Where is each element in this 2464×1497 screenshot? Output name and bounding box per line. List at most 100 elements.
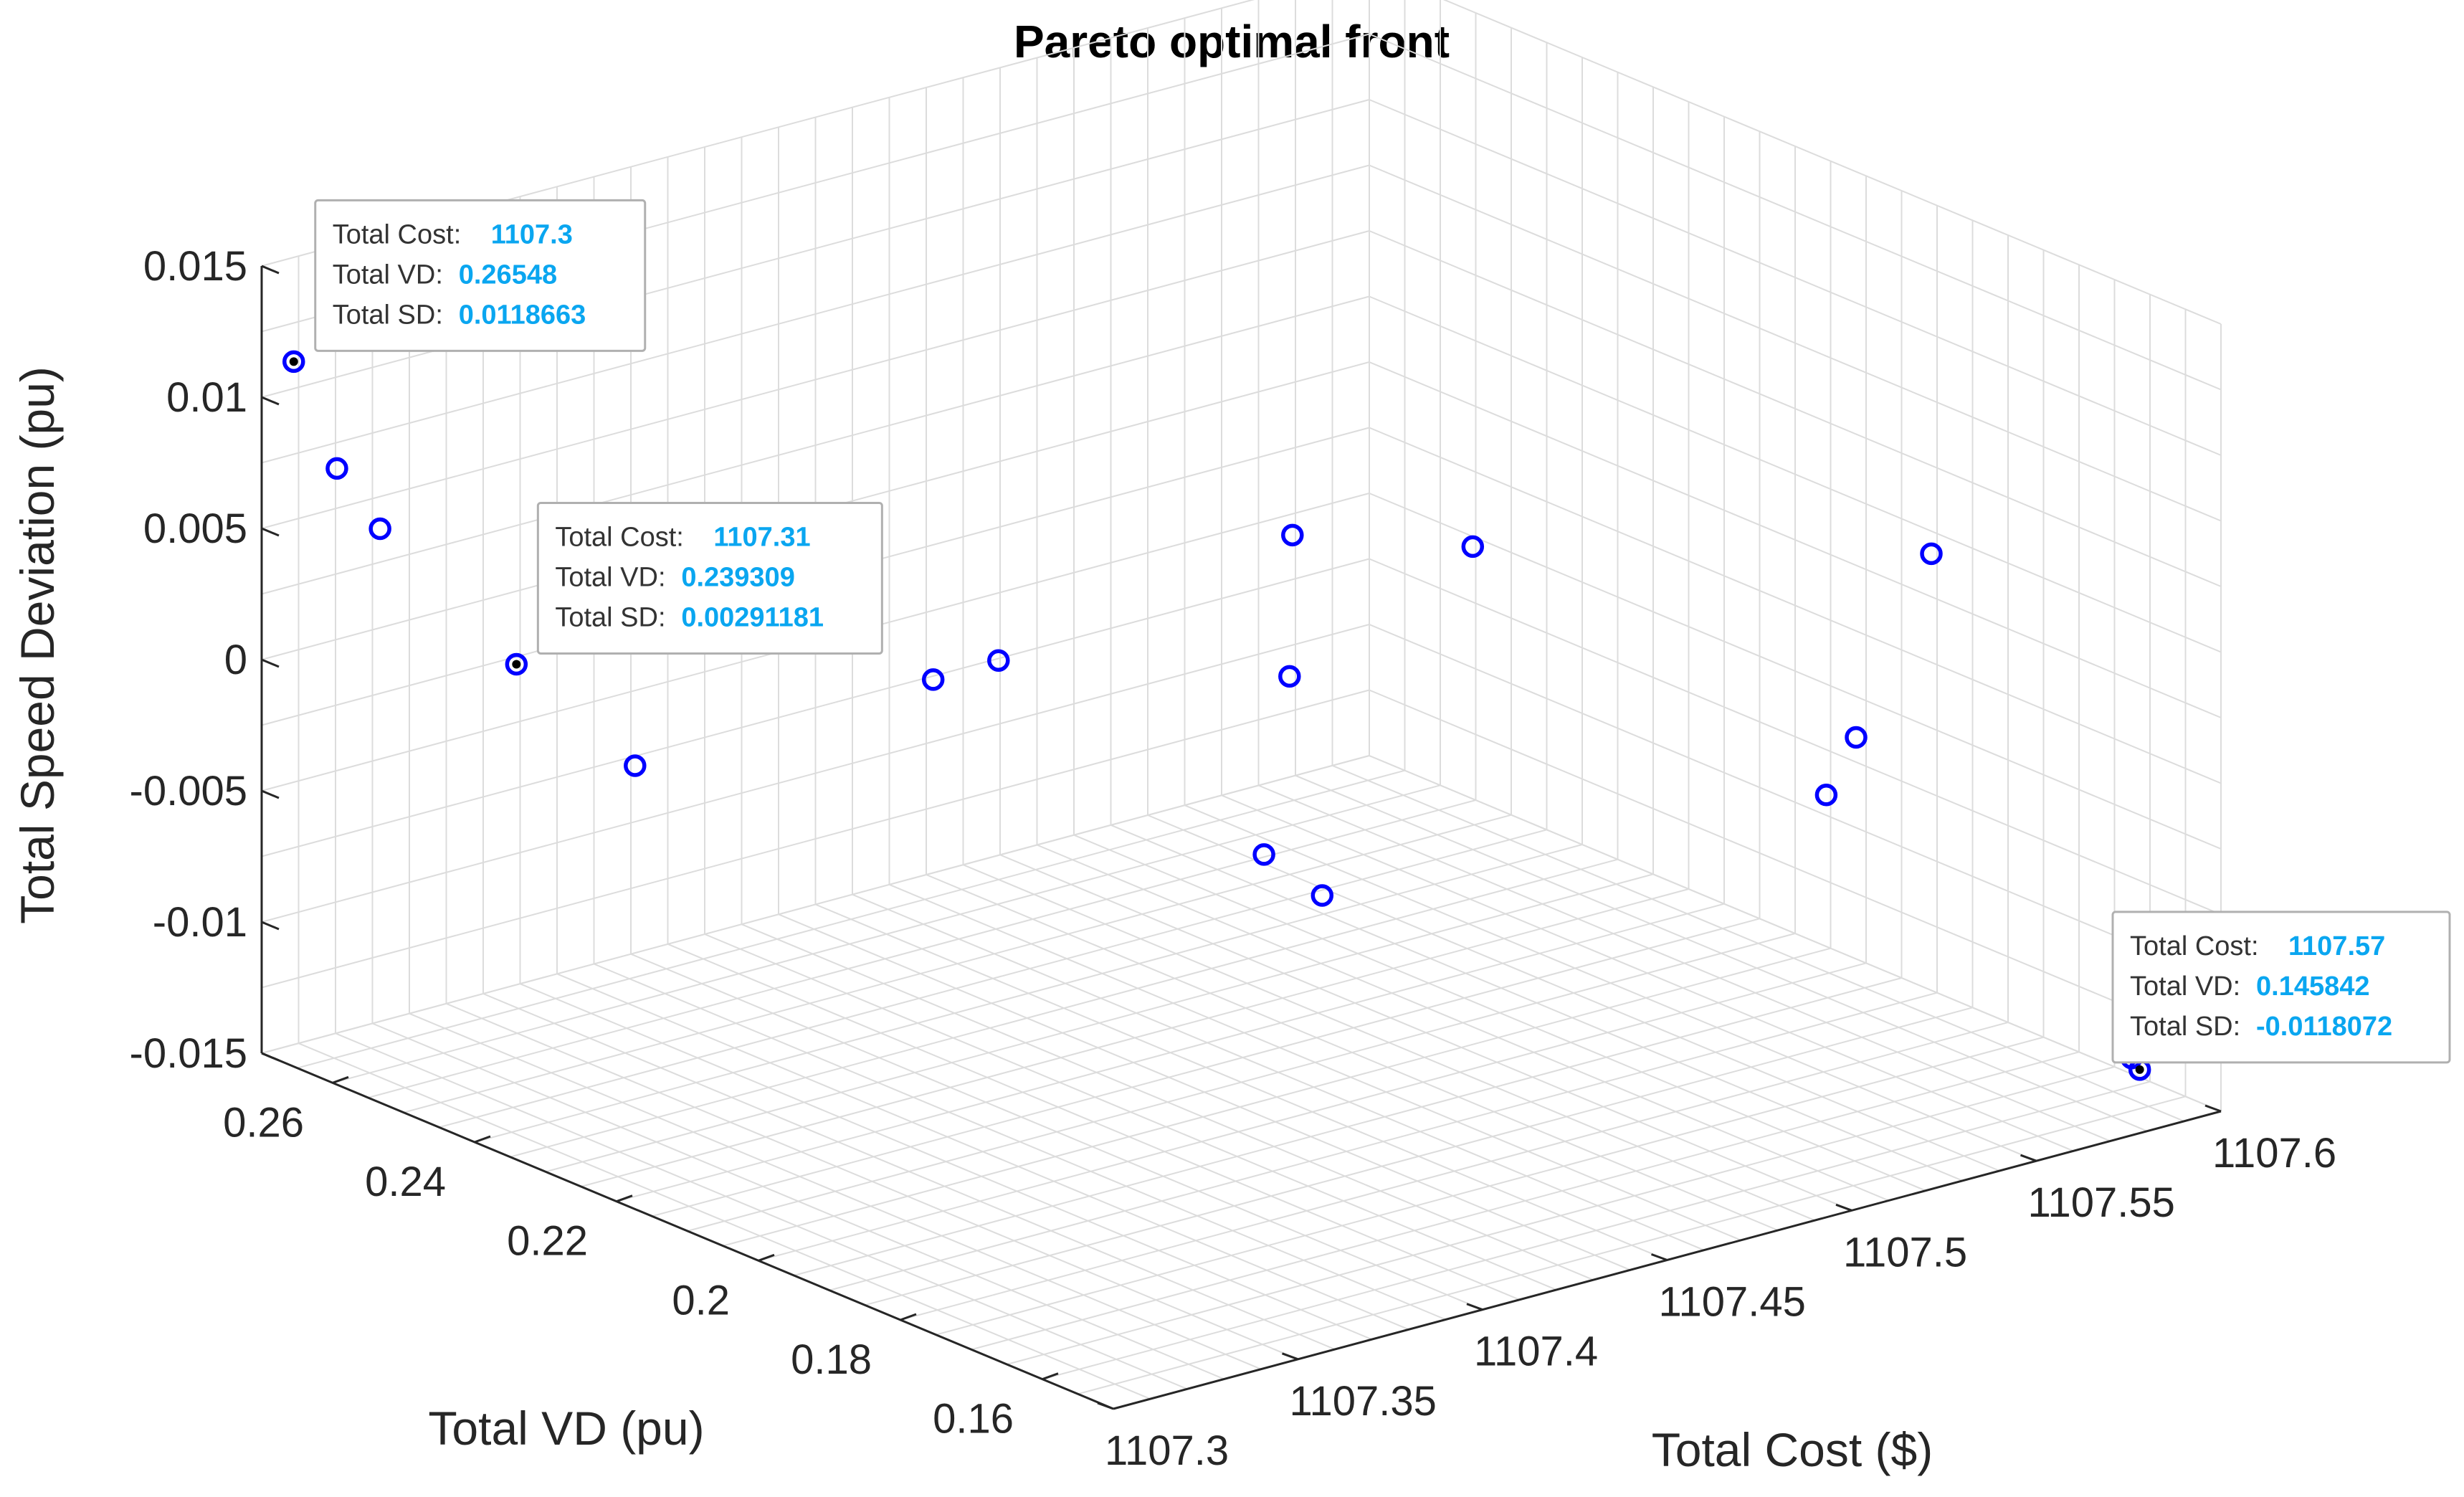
datatip-frame <box>314 199 647 352</box>
x-tick <box>1466 1303 1483 1311</box>
floor-grid-line <box>616 903 1725 1202</box>
datatip-value: 0.145842 <box>2256 971 2370 1002</box>
data-point <box>1920 542 1943 566</box>
x-tick-label: 1107.5 <box>1843 1229 1967 1275</box>
datatip-key: Total VD: <box>333 260 443 290</box>
wall-grid-line <box>1369 624 2222 981</box>
grid <box>261 0 2222 1410</box>
wall-grid-line <box>261 624 1370 923</box>
y-tick-label: 0.22 <box>507 1218 588 1265</box>
floor-grid-line <box>723 947 1831 1247</box>
z-tick <box>261 658 280 668</box>
data-point <box>505 652 528 676</box>
x-tick-label: 1107.45 <box>1659 1279 1806 1326</box>
floor-grid-line <box>581 888 1689 1187</box>
data-point <box>1278 665 1301 688</box>
x-tick <box>1281 1352 1299 1361</box>
floor-grid-line <box>1007 1066 2115 1365</box>
datatip-key: Total Cost: <box>333 219 462 250</box>
wall-grid-line <box>1369 755 2222 1112</box>
datatip-marker <box>289 357 298 366</box>
datatip-box: Total Cost: 1107.3 Total VD: 0.26548 Total S… <box>314 199 647 352</box>
datatip-value: 1107.31 <box>713 522 810 552</box>
datatip-value: 1107.3 <box>491 219 573 250</box>
z-tick <box>261 265 280 275</box>
floor-grid-line <box>687 933 1796 1232</box>
y-tick-label: 0.26 <box>223 1099 304 1146</box>
x-tick <box>1650 1253 1668 1261</box>
wall-grid-line <box>1369 689 2222 1047</box>
z-axis-label: Total Speed Deviation (pu) <box>11 366 64 924</box>
floor-grid-line <box>545 873 1654 1173</box>
floor-grid-line <box>971 1051 2080 1351</box>
y-tick-label: 0.2 <box>672 1277 730 1323</box>
y-axis-line <box>261 1052 1114 1410</box>
wall-grid-line <box>261 230 1370 529</box>
datatip-key: Total Cost: <box>555 522 684 552</box>
y-tick <box>332 1075 349 1084</box>
datatip-key: Total Cost: <box>2130 931 2259 961</box>
datatip-value: -0.0118072 <box>2256 1012 2392 1042</box>
y-tick <box>616 1194 633 1203</box>
z-tick-label: -0.015 <box>130 1030 247 1077</box>
axes: 1107.3 1107.35 1107.4 1107.45 1107.5 1107.55 1… <box>130 243 2337 1474</box>
datatip-key: Total SD: <box>2130 1012 2240 1042</box>
data-tips: Total Cost: 1107.3 Total VD: 0.26548 Total S… <box>289 199 2451 1074</box>
floor-grid-line <box>865 1007 1973 1306</box>
floor-grid-line <box>403 814 1512 1113</box>
x-tick-label: 1107.4 <box>1474 1329 1598 1375</box>
floor-grid-line <box>368 799 1476 1098</box>
wall-grid-line <box>261 295 1370 595</box>
x-tick-label: 1107.6 <box>2212 1130 2336 1177</box>
wall-grid-line <box>1369 361 2222 718</box>
y-tick <box>900 1313 917 1321</box>
x-tick <box>1835 1203 1852 1212</box>
datatip-box: Total Cost: 1107.57 Total VD: 0.145842 Total… <box>2111 911 2451 1064</box>
wall-grid-line <box>1369 99 2222 456</box>
chart-title: Pareto optimal front <box>1014 16 1450 67</box>
data-point <box>1252 843 1275 866</box>
z-tick <box>261 527 280 537</box>
floor-grid-line <box>510 858 1618 1158</box>
z-tick-label: 0.01 <box>166 374 247 421</box>
wall-grid-line <box>261 558 1370 857</box>
x-tick-label: 1107.3 <box>1105 1427 1229 1474</box>
datatip-key: Total SD: <box>555 602 665 632</box>
datatip-value: 0.00291181 <box>681 602 824 632</box>
data-point <box>921 668 945 691</box>
x-axis-label: Total Cost ($) <box>1652 1423 1933 1476</box>
floor-grid-line <box>829 992 1938 1291</box>
datatip-value: 0.0118663 <box>459 300 586 330</box>
z-tick <box>261 1052 280 1062</box>
y-tick <box>758 1253 775 1262</box>
x-tick <box>1097 1402 1114 1410</box>
datatip-key: Total SD: <box>333 300 443 330</box>
datatip-box: Total Cost: 1107.31 Total VD: 0.239309 Total… <box>536 501 883 655</box>
y-axis-label: Total VD (pu) <box>428 1402 704 1455</box>
x-tick <box>2020 1154 2037 1162</box>
z-tick-label: -0.01 <box>153 899 247 946</box>
z-tick <box>261 396 280 406</box>
z-tick <box>261 789 280 799</box>
y-tick-label: 0.24 <box>365 1159 446 1205</box>
data-point <box>282 350 305 374</box>
y-tick <box>474 1135 491 1144</box>
wall-grid-line <box>1369 493 2222 850</box>
wall-grid-line <box>261 689 1370 989</box>
data-point <box>1461 535 1485 559</box>
floor-grid-line <box>758 962 1867 1262</box>
datatip-marker <box>512 660 521 669</box>
z-tick-label: 0.005 <box>143 505 247 552</box>
wall-grid-line <box>1369 427 2222 784</box>
wall-grid-line <box>261 164 1370 464</box>
y-tick <box>1042 1372 1059 1381</box>
datatip-frame <box>536 501 883 655</box>
datatip-value: 1107.57 <box>2288 931 2385 961</box>
floor-grid-line <box>936 1036 2044 1336</box>
z-tick-label: -0.005 <box>130 768 247 814</box>
datatip-marker <box>2135 1065 2144 1074</box>
data-point <box>325 457 348 480</box>
data-point <box>368 517 391 541</box>
datatip-value: 0.26548 <box>459 260 557 290</box>
